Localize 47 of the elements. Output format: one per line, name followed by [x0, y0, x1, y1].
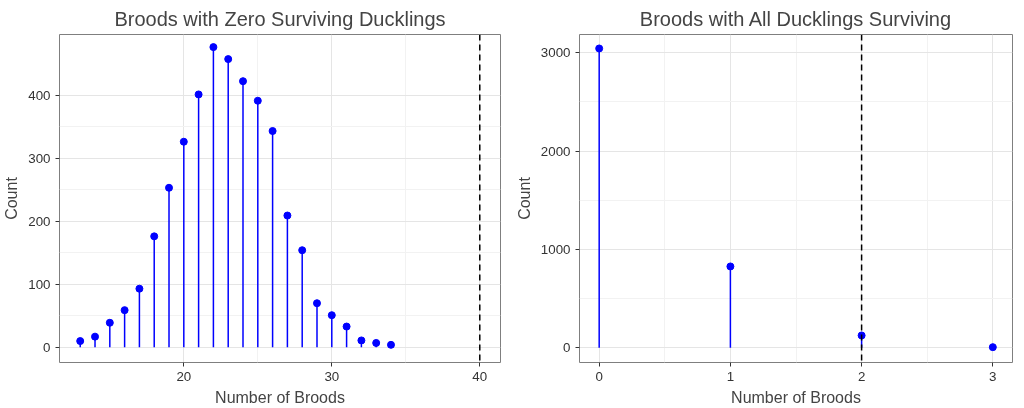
y-axis-title: Count	[3, 176, 21, 220]
x-tick-label: 30	[324, 368, 340, 384]
y-tick-label: 100	[28, 276, 51, 292]
point	[239, 77, 247, 86]
y-axis-title: Count	[515, 176, 533, 220]
point	[179, 137, 188, 146]
y-tick-label: 0	[43, 339, 51, 355]
point	[327, 311, 336, 320]
point	[120, 306, 129, 315]
point	[91, 332, 100, 341]
x-tick-label: 20	[176, 368, 192, 384]
y-tick-label: 3000	[540, 45, 571, 61]
x-tick-label: 1	[726, 368, 735, 384]
x-tick-label: 3	[989, 368, 997, 384]
y-tick-label: 200	[28, 213, 51, 229]
point	[165, 183, 174, 192]
chart-title: Broods with Zero Surviving Ducklings	[114, 7, 446, 30]
point	[209, 43, 218, 52]
point	[342, 322, 351, 331]
point	[268, 127, 277, 135]
point	[313, 299, 321, 308]
point	[726, 262, 735, 271]
x-tick-label: 40	[472, 368, 488, 384]
point	[135, 284, 144, 293]
point	[76, 337, 85, 346]
y-tick-label: 400	[28, 87, 51, 103]
point	[150, 232, 159, 241]
x-tick-label: 2	[857, 368, 866, 384]
chart-title: Broods with All Ducklings Surviving	[639, 7, 952, 30]
y-tick-label: 0	[563, 340, 571, 356]
point	[372, 338, 381, 347]
x-tick-label: 0	[595, 368, 603, 384]
point	[224, 55, 233, 64]
point	[386, 340, 395, 349]
x-axis-title: Number of Broods	[215, 388, 345, 406]
point	[194, 90, 203, 99]
point	[298, 246, 307, 255]
point	[595, 44, 604, 53]
point	[253, 96, 262, 105]
y-tick-label: 1000	[540, 241, 571, 257]
point	[283, 211, 292, 220]
y-tick-label: 2000	[540, 143, 571, 159]
point	[988, 343, 997, 352]
point	[105, 318, 114, 327]
point	[357, 336, 366, 345]
x-axis-title: Number of Broods	[731, 388, 861, 406]
y-tick-label: 300	[28, 150, 51, 166]
